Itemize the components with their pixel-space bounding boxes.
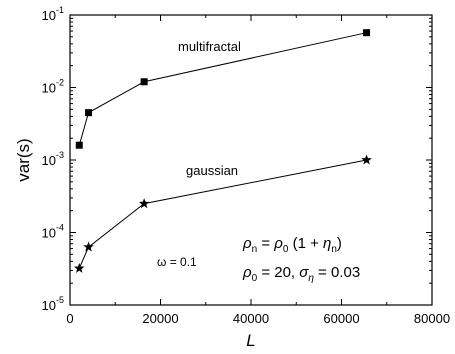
x-tick-label: 60000 [323, 311, 359, 326]
x-tick-label: 20000 [142, 311, 178, 326]
y-tick-label: 10-5 [42, 295, 64, 313]
data-point-multifractal [140, 78, 148, 86]
x-axis-title: L [246, 331, 255, 350]
y-tick-label: 10-3 [42, 150, 64, 168]
label-gaussian: gaussian [186, 163, 238, 178]
series-line-multifractal [78, 32, 367, 146]
data-point-multifractal [85, 109, 93, 117]
data-point-gaussian [74, 262, 85, 273]
data-point-gaussian [83, 241, 94, 252]
x-ticks: 0 20000 40000 60000 80000 [66, 15, 450, 326]
data-point-multifractal [75, 141, 83, 149]
y-axis-title: var(s) [14, 138, 33, 181]
series-markers [74, 29, 372, 273]
x-tick-label: 80000 [414, 311, 450, 326]
y-ticks: 10-5 10-4 10-3 10-2 10-1 [42, 5, 432, 313]
series-lines [78, 32, 367, 269]
omega-annotation: ω = 0.1 [157, 255, 197, 269]
equation-density: ρn = ρ0 (1 + ηn) [242, 235, 342, 255]
data-point-gaussian [361, 154, 372, 165]
equation-parameters: ρ0 = 20, ση = 0.03 [242, 264, 360, 284]
data-point-multifractal [363, 29, 371, 37]
y-tick-label: 10-4 [42, 223, 64, 241]
label-multifractal: multifractal [178, 39, 241, 54]
data-point-gaussian [138, 198, 150, 209]
x-tick-label: 0 [66, 311, 73, 326]
y-tick-label: 10-2 [42, 78, 64, 96]
series-line-gaussian [78, 159, 367, 269]
y-tick-label: 10-1 [42, 5, 64, 23]
x-tick-label: 40000 [233, 311, 269, 326]
